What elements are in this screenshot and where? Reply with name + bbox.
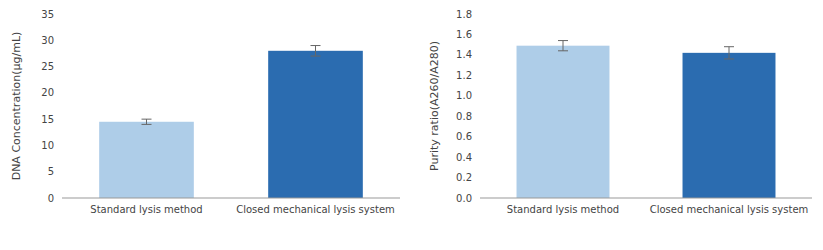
y-tick-label: 1.2 xyxy=(456,70,472,81)
panel: 0 5 10 15 20 25 30 35 DNA Concentration(µg/mL) St… xyxy=(10,9,400,216)
y-tick-label: 30 xyxy=(41,35,54,46)
panel: 0.0 0.2 0.4 0.6 0.8 1.0 1.2 1.4 1.6 1.8 Purity rat… xyxy=(428,9,812,216)
page: {"chart_data": [ {"type": "bar", "catego… xyxy=(0,0,823,250)
y-tick-label: 0.8 xyxy=(456,111,472,122)
y-axis-label: DNA Concentration(µg/mL) xyxy=(10,32,23,181)
y-axis-label: Purity ratio(A260/A280) xyxy=(428,41,441,171)
y-tick-label: 35 xyxy=(41,9,54,20)
bar xyxy=(99,122,194,198)
y-tick-label: 1.0 xyxy=(456,90,472,101)
x-tick-label: Standard lysis method xyxy=(90,204,202,215)
y-tick-label: 0 xyxy=(48,193,54,204)
error-bar xyxy=(142,119,152,124)
y-tick-label: 0.4 xyxy=(456,152,472,163)
x-axis-line xyxy=(480,198,812,199)
bar xyxy=(683,53,776,198)
y-tick-label: 1.8 xyxy=(456,9,472,20)
y-tick-label: 15 xyxy=(41,114,54,125)
marks xyxy=(517,41,776,198)
x-axis-line xyxy=(62,198,400,199)
y-tick-label: 10 xyxy=(41,140,54,151)
x-tick-label: Closed mechanical lysis system xyxy=(236,204,395,215)
bar xyxy=(268,51,363,198)
y-tick-label: 25 xyxy=(41,61,54,72)
y-tick-label: 0.0 xyxy=(456,193,472,204)
y-tick-label: 20 xyxy=(41,87,54,98)
error-bar xyxy=(724,47,734,59)
error-bar xyxy=(558,41,568,51)
x-tick-label: Closed mechanical lysis system xyxy=(650,204,809,215)
x-tick-label: Standard lysis method xyxy=(507,204,619,215)
y-tick-label: 0.2 xyxy=(456,172,472,183)
error-bar xyxy=(311,46,321,57)
marks xyxy=(99,46,363,198)
chart-svg: 0 5 10 15 20 25 30 35 DNA Concentration(µg/mL) St… xyxy=(0,0,823,250)
y-tick-label: 1.4 xyxy=(456,49,472,60)
y-tick-label: 1.6 xyxy=(456,29,472,40)
y-tick-label: 0.6 xyxy=(456,131,472,142)
bar xyxy=(517,46,610,198)
y-tick-label: 5 xyxy=(48,166,54,177)
